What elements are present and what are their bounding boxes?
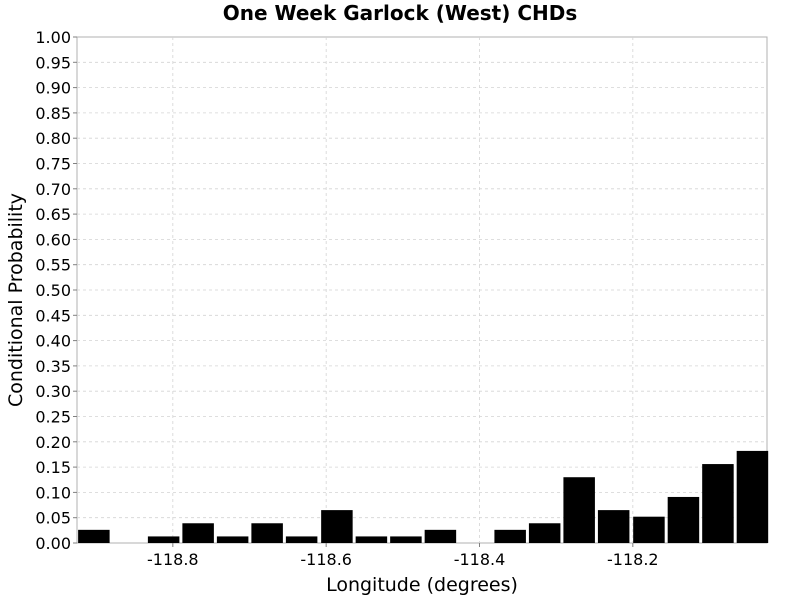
bar-11 — [424, 529, 457, 543]
y-tick-label: 0.10 — [35, 483, 71, 502]
bar-19 — [702, 464, 734, 543]
y-tick-label: 0.55 — [35, 256, 71, 275]
bar-1 — [78, 529, 110, 543]
y-tick-label: 0.05 — [35, 509, 71, 528]
y-tick-label: 0.50 — [35, 281, 71, 300]
bar-16 — [597, 510, 630, 543]
x-axis-ticks: -118.8 -118.6 -118.4 -118.2 — [147, 543, 659, 569]
y-tick-label: 0.85 — [35, 104, 71, 123]
y-tick-label: 0.25 — [35, 408, 71, 427]
y-tick-label: 0.60 — [35, 230, 71, 249]
bar-20 — [736, 450, 769, 543]
y-tick-label: 0.70 — [35, 180, 71, 199]
y-tick-label: 1.00 — [35, 28, 71, 47]
bar-10 — [390, 536, 422, 543]
x-tick-label: -118.4 — [454, 550, 506, 569]
y-tick-label: 0.00 — [35, 534, 71, 553]
bar-3 — [147, 536, 180, 543]
x-axis-label: Longitude (degrees) — [326, 574, 518, 596]
y-tick-label: 0.75 — [35, 155, 71, 174]
bar-18 — [667, 496, 700, 543]
bar-14 — [528, 523, 561, 543]
y-tick-label: 0.65 — [35, 205, 71, 224]
y-tick-label: 0.35 — [35, 357, 71, 376]
bar-7 — [285, 536, 318, 543]
bars — [78, 450, 769, 543]
y-axis-label: Conditional Probability — [5, 193, 27, 407]
x-tick-label: -118.6 — [300, 550, 352, 569]
y-tick-label: 0.45 — [35, 306, 71, 325]
y-tick-label: 0.90 — [35, 79, 71, 98]
bar-4 — [182, 523, 214, 543]
bar-5 — [216, 536, 249, 543]
y-tick-label: 0.30 — [35, 382, 71, 401]
x-tick-label: -118.2 — [607, 550, 659, 569]
y-tick-label: 0.20 — [35, 433, 71, 452]
y-tick-label: 0.40 — [35, 332, 71, 351]
bar-6 — [251, 523, 283, 543]
bar-9 — [355, 536, 388, 543]
chart-title: One Week Garlock (West) CHDs — [223, 1, 578, 25]
bar-8 — [321, 510, 353, 543]
y-axis-ticks: 0.00 0.05 0.10 0.15 0.20 0.25 0.30 0.35 0.40 0.45… — [35, 28, 77, 553]
bar-15 — [563, 477, 595, 543]
gridlines — [77, 37, 767, 543]
y-tick-label: 0.80 — [35, 129, 71, 148]
bar-13 — [494, 529, 526, 543]
bar-17 — [633, 516, 665, 543]
x-tick-label: -118.8 — [147, 550, 199, 569]
y-tick-label: 0.15 — [35, 458, 71, 477]
y-tick-label: 0.95 — [35, 53, 71, 72]
